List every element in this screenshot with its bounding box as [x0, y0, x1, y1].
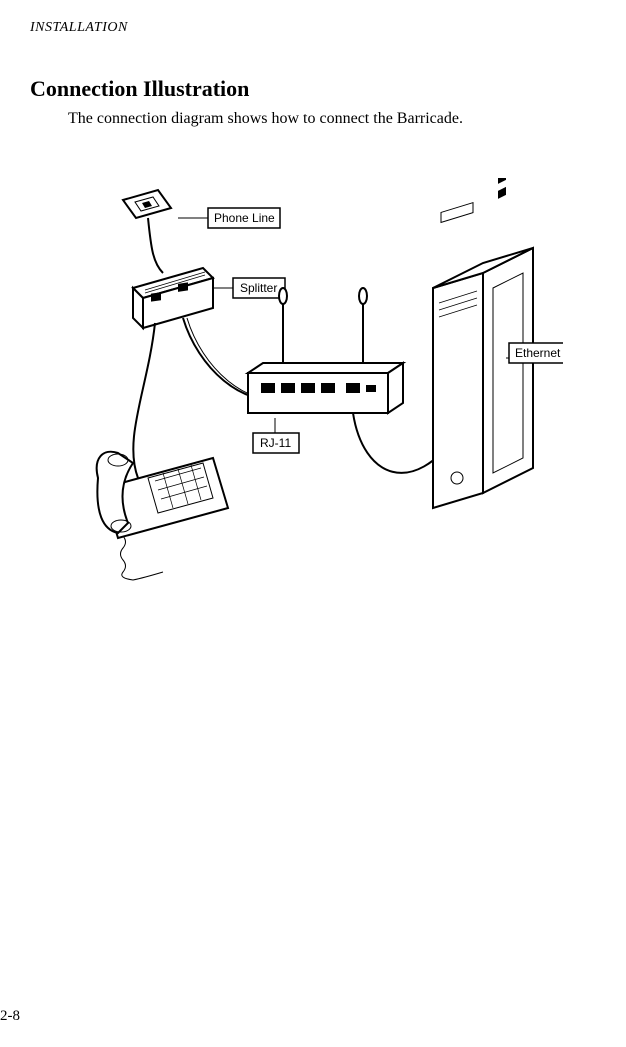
phone-line-label: Phone Line	[178, 208, 280, 228]
cable-wall-to-splitter	[148, 218, 163, 273]
section-title: Connection Illustration	[30, 76, 596, 102]
diagram-svg: Phone Line Splitter	[63, 178, 563, 598]
page-number: 2-8	[0, 1008, 20, 1025]
running-header: INSTALLATION	[30, 20, 596, 36]
wall-jack-icon	[123, 190, 171, 218]
router-icon	[248, 288, 403, 413]
cable-splitter-to-phone	[133, 323, 155, 478]
splitter-icon	[133, 268, 213, 328]
body-text: The connection diagram shows how to conn…	[68, 110, 596, 128]
page: INSTALLATION Connection Illustration The…	[0, 0, 626, 1047]
connection-diagram: Phone Line Splitter	[63, 178, 563, 603]
rj11-label: RJ-11	[253, 418, 299, 453]
ethernet-label: Ethernet	[506, 343, 563, 363]
rj11-label-text: RJ-11	[260, 436, 291, 450]
ethernet-label-text: Ethernet	[515, 346, 561, 360]
splitter-label-text: Splitter	[240, 281, 277, 295]
splitter-label: Splitter	[213, 278, 285, 298]
phone-line-label-text: Phone Line	[214, 211, 275, 225]
phone-icon	[97, 452, 228, 580]
